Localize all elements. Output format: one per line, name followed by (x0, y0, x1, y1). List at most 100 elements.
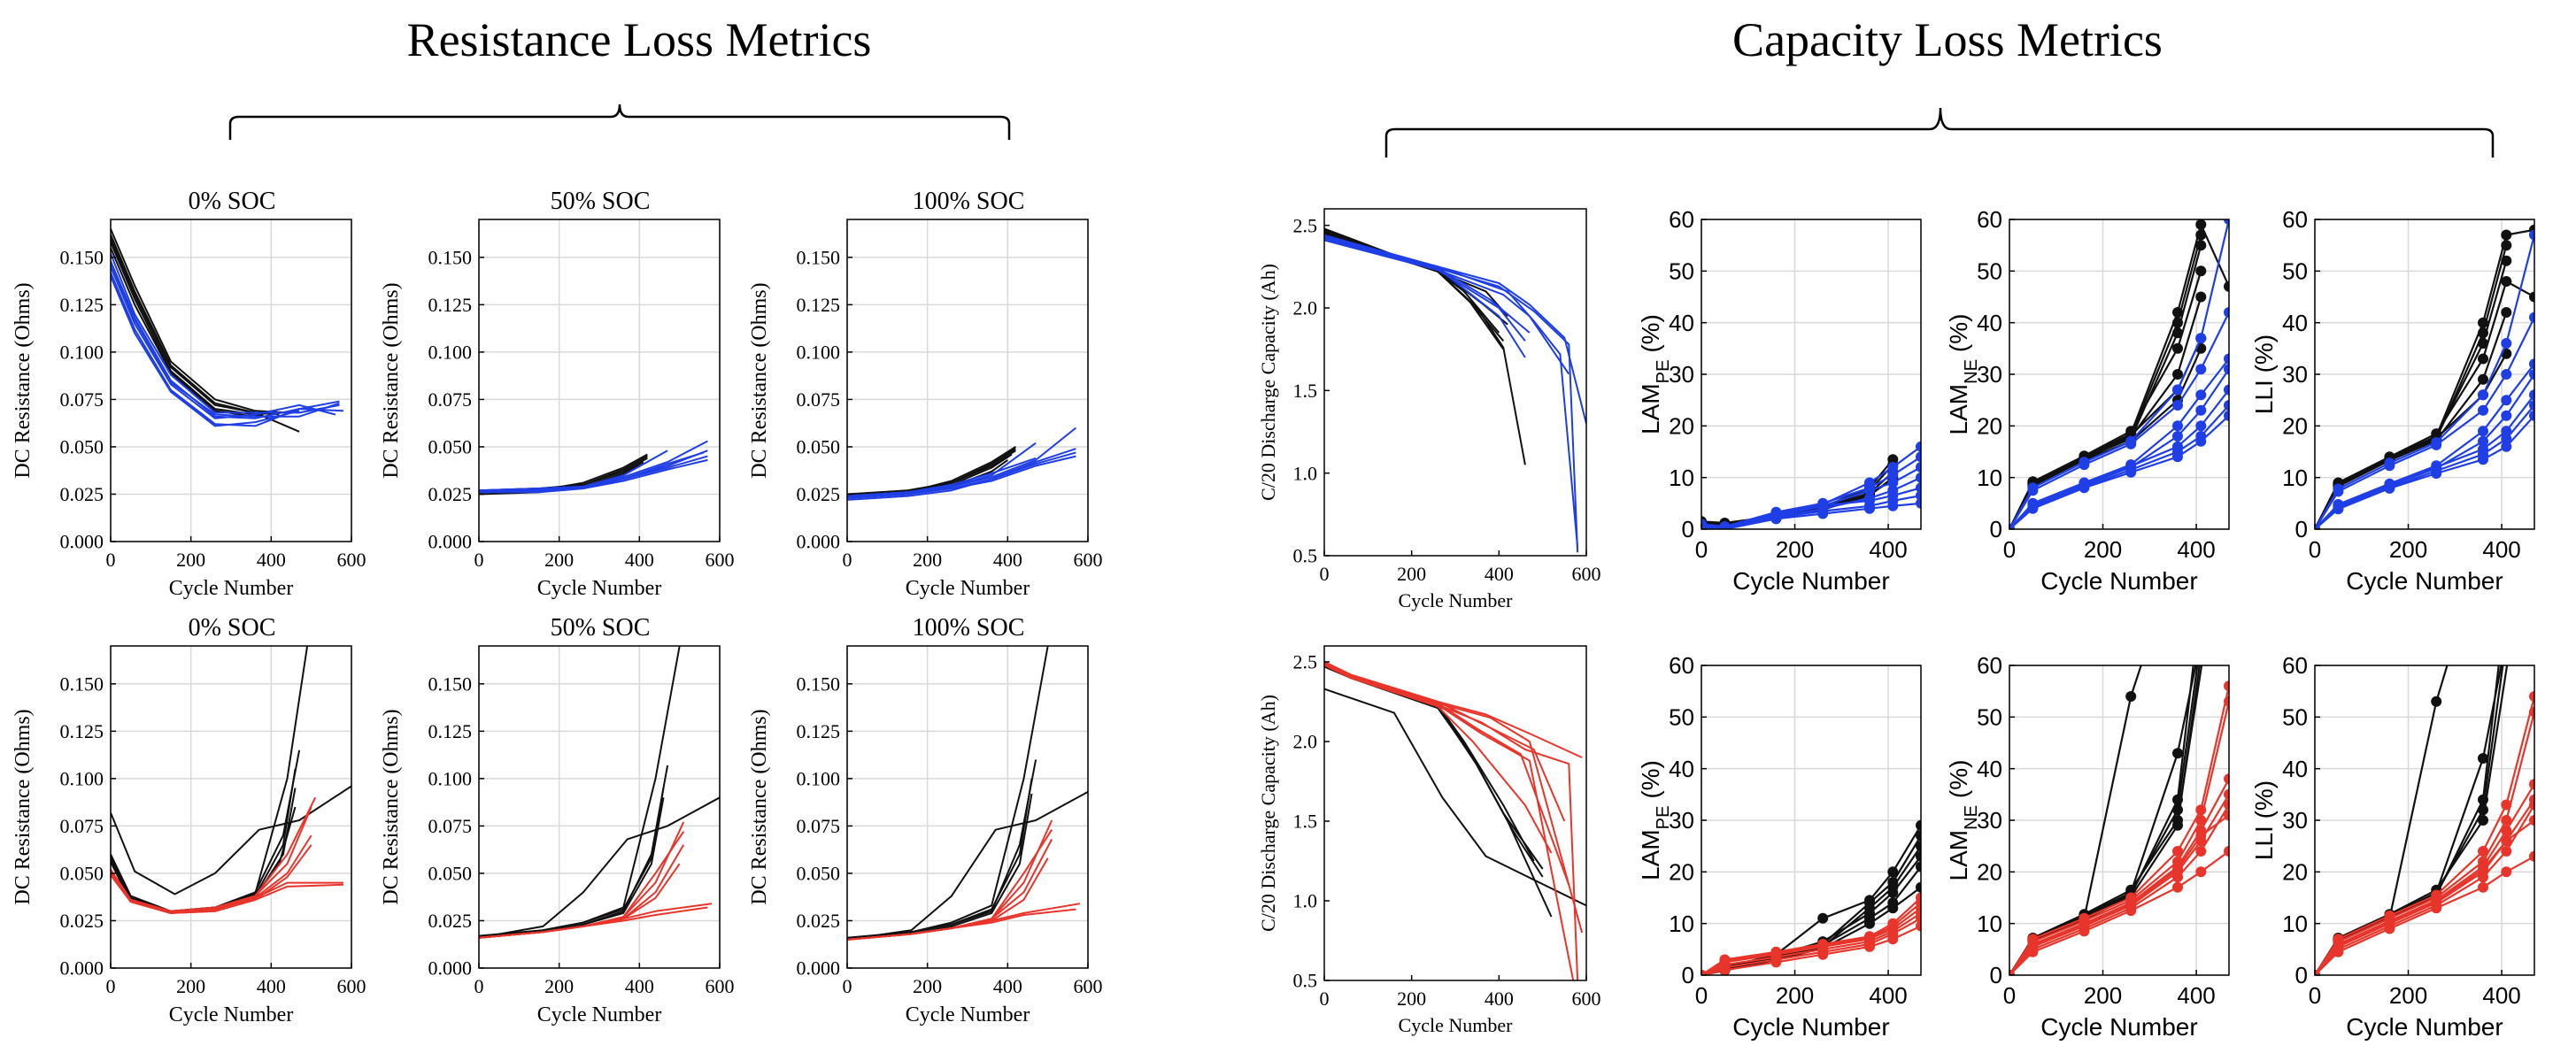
y-tick-label: 10 (1669, 911, 1694, 937)
y-label-suffix: (%) (1637, 314, 1664, 359)
y-tick-label: 0.100 (797, 342, 841, 364)
x-tick-label: 0 (843, 975, 852, 997)
y-axis-label: LAMPE (%) (1637, 760, 1673, 880)
data-point-blue (2478, 389, 2488, 401)
resistance-section-title: Resistance Loss Metrics (406, 13, 872, 66)
data-point-blue (2501, 441, 2512, 452)
y-tick-label: 60 (1669, 206, 1694, 233)
x-tick-label: 0 (474, 975, 484, 997)
y-axis-label: C/20 Discharge Capacity (Ah) (1257, 695, 1279, 932)
y-tick-label: 0.100 (60, 768, 104, 790)
data-point-blue (2501, 426, 2512, 437)
y-tick-label: 0 (1990, 962, 2002, 988)
x-axis-label: Cycle Number (2040, 1013, 2197, 1041)
data-point-black (2195, 219, 2207, 230)
data-point-black (1916, 819, 1921, 831)
data-point-red (2224, 810, 2229, 821)
data-point-blue (1916, 451, 1921, 463)
series-group (111, 228, 343, 433)
chart-r50-bot: 0 200 400 600 0.000 0.025 0.050 0.075 0.100 0.125… (380, 645, 735, 1026)
panel-title-r0-top: 0% SOC (188, 188, 276, 215)
y-label-main: LAM (1945, 830, 1972, 881)
x-axis-label: Cycle Number (169, 577, 294, 600)
series-line-blue-3 (1324, 239, 1526, 342)
y-axis-label: DC Resistance (Ohms) (12, 282, 35, 478)
y-tick-label: 0.100 (428, 342, 473, 364)
y-tick-label: 2.0 (1293, 731, 1318, 753)
data-point-red (2478, 872, 2488, 883)
series-line-red-6 (1324, 661, 1566, 822)
y-tick-label: 0.000 (797, 957, 841, 980)
y-axis-label: DC Resistance (Ohms) (12, 709, 35, 904)
data-point-black (1817, 912, 1829, 924)
data-point-blue (1916, 441, 1921, 452)
x-tick-label: 200 (176, 549, 205, 571)
y-tick-label: 20 (2282, 412, 2308, 439)
series-line-black-3 (2009, 270, 2202, 529)
data-point-black (2195, 634, 2206, 645)
x-tick-label: 600 (1572, 563, 1601, 585)
y-tick-label: 2.5 (1293, 214, 1318, 236)
data-point-red (2195, 815, 2207, 826)
series-line-red-5 (847, 829, 1053, 941)
data-point-red (1770, 948, 1782, 959)
data-point-red (2027, 940, 2039, 951)
series-group (1701, 441, 1921, 529)
series-line-black-1 (1324, 664, 1544, 870)
chart-lamne-top: 0 200 400 0 10 20 30 40 50 60 Cycle Number LAMNE (%… (1945, 206, 2230, 595)
x-tick-label: 0 (843, 549, 852, 571)
data-point-blue (2501, 369, 2512, 380)
y-tick-label: 30 (1669, 807, 1694, 834)
y-tick-label: 1.0 (1293, 462, 1318, 484)
x-tick-label: 400 (257, 549, 286, 571)
data-point-blue (1864, 503, 1875, 514)
data-point-red (1770, 957, 1782, 968)
data-point-black (2172, 748, 2183, 759)
axes-frame (1323, 208, 1587, 557)
chart-lli-bot: 0 200 400 0 10 20 30 40 50 60 Cycle Number LLI (%) (2250, 652, 2535, 1041)
data-point-black (1916, 850, 1921, 862)
data-point-red (1916, 920, 1921, 932)
y-tick-label: 0.100 (60, 342, 104, 364)
series-group (847, 427, 1077, 501)
x-tick-label: 600 (1074, 975, 1103, 997)
y-tick-label: 0.050 (797, 863, 841, 885)
y-tick-label: 1.5 (1293, 811, 1318, 833)
axes-frame (478, 645, 721, 969)
y-tick-label: 10 (1977, 911, 2002, 937)
x-tick-label: 200 (913, 549, 942, 571)
y-tick-label: 30 (1977, 807, 2002, 834)
x-tick-label: 400 (1869, 982, 1907, 1009)
panel-title-r50-bottom: 50% SOC (550, 614, 651, 642)
series-line-black-4 (1701, 479, 1893, 527)
data-point-blue (1864, 482, 1875, 494)
data-point-black (2172, 327, 2183, 339)
series-line-black-0 (479, 796, 720, 939)
data-point-black (2172, 804, 2183, 816)
data-point-blue (2501, 410, 2512, 421)
series-line-black-0 (1324, 688, 1586, 907)
data-point-blue (2529, 229, 2534, 241)
x-tick-label: 400 (1485, 988, 1514, 1010)
data-point-red (2529, 850, 2534, 862)
y-tick-label: 20 (1669, 412, 1694, 439)
data-point-red (1864, 941, 1875, 952)
y-tick-label: 0.5 (1293, 545, 1318, 567)
data-point-black (2431, 696, 2442, 707)
data-point-red (2195, 830, 2207, 842)
y-tick-label: 0.025 (428, 483, 473, 505)
data-point-black (2224, 281, 2229, 292)
axes-frame (110, 645, 352, 969)
y-tick-label: 40 (2282, 310, 2308, 336)
series-line-blue-4 (479, 458, 708, 494)
data-point-red (2009, 970, 2015, 975)
y-tick-label: 0.050 (60, 436, 104, 458)
x-axis-label: Cycle Number (2040, 567, 2197, 595)
y-tick-label: 0.025 (797, 483, 841, 505)
series-line-black-3 (1324, 662, 1535, 862)
x-tick-label: 0 (474, 549, 484, 571)
series-line-red-5 (111, 796, 317, 912)
x-tick-label: 200 (2389, 982, 2427, 1009)
x-tick-label: 0 (2309, 536, 2321, 563)
data-point-blue (2431, 468, 2442, 479)
